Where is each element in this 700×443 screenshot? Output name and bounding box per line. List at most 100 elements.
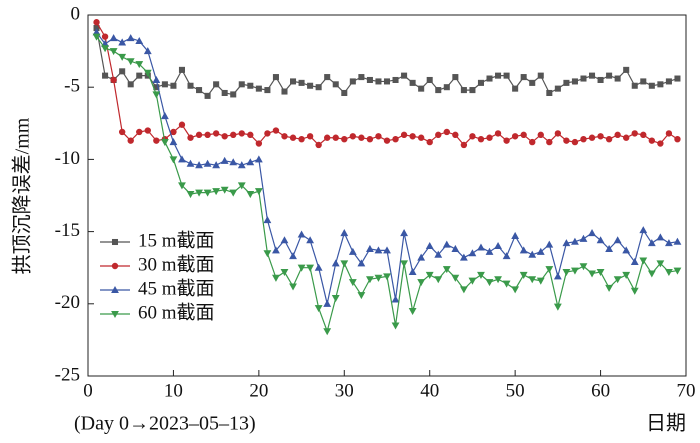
marker xyxy=(135,61,144,69)
marker xyxy=(571,78,578,85)
marker xyxy=(571,237,579,245)
marker xyxy=(546,89,553,96)
marker xyxy=(494,276,502,284)
marker xyxy=(341,89,348,96)
marker xyxy=(153,137,160,144)
legend-marker xyxy=(111,238,119,246)
marker xyxy=(143,69,152,77)
marker xyxy=(392,76,399,84)
marker xyxy=(656,233,665,241)
marker xyxy=(178,182,186,190)
marker xyxy=(536,247,545,255)
marker xyxy=(468,249,477,257)
marker xyxy=(110,76,117,84)
marker xyxy=(195,161,203,169)
marker xyxy=(494,242,502,250)
marker xyxy=(537,72,544,79)
marker xyxy=(297,264,306,272)
marker xyxy=(306,133,314,140)
marker xyxy=(307,82,314,89)
marker xyxy=(477,243,485,251)
marker xyxy=(203,159,212,167)
marker xyxy=(255,140,263,147)
marker xyxy=(613,236,622,244)
marker xyxy=(178,155,186,163)
marker xyxy=(673,237,682,245)
marker xyxy=(280,236,289,244)
marker xyxy=(289,252,297,260)
marker xyxy=(306,236,315,244)
marker xyxy=(340,260,349,268)
marker xyxy=(418,85,425,92)
marker xyxy=(272,246,280,254)
marker xyxy=(136,128,143,136)
y-tick-label: -15 xyxy=(55,220,80,241)
marker xyxy=(230,131,237,139)
marker xyxy=(596,236,605,244)
marker xyxy=(314,305,323,313)
marker xyxy=(366,276,374,284)
marker xyxy=(186,159,195,167)
marker xyxy=(340,229,349,237)
marker xyxy=(597,76,604,84)
marker xyxy=(469,87,476,94)
marker xyxy=(442,240,451,248)
marker xyxy=(221,89,228,96)
marker xyxy=(323,328,332,336)
marker xyxy=(263,250,272,258)
marker xyxy=(160,112,169,120)
marker xyxy=(409,79,416,86)
marker xyxy=(640,131,647,139)
legend-label: 45 m截面 xyxy=(138,277,215,299)
x-tick-label: 10 xyxy=(164,380,183,401)
y-axis-label: 拱顶沉降误差/mm xyxy=(11,117,34,274)
marker xyxy=(401,72,408,79)
marker xyxy=(272,127,280,134)
marker xyxy=(109,34,118,42)
marker xyxy=(537,131,544,139)
marker xyxy=(502,280,511,288)
marker xyxy=(152,75,161,83)
x-tick-label: 0 xyxy=(83,380,93,401)
marker xyxy=(640,78,647,85)
marker xyxy=(383,78,391,85)
marker xyxy=(512,85,519,92)
marker xyxy=(118,128,126,136)
marker xyxy=(528,250,537,258)
marker xyxy=(468,277,477,285)
marker xyxy=(657,81,664,88)
note: (Day 0→2023–05–13) xyxy=(74,413,256,435)
marker xyxy=(213,81,220,88)
x-tick-label: 70 xyxy=(677,380,696,401)
marker xyxy=(298,79,305,86)
marker xyxy=(331,259,340,267)
marker xyxy=(485,247,494,255)
marker xyxy=(622,271,631,279)
marker xyxy=(580,135,587,143)
marker xyxy=(331,295,340,303)
marker xyxy=(348,247,357,255)
marker xyxy=(417,134,425,141)
marker xyxy=(126,34,135,42)
marker xyxy=(554,130,562,137)
marker xyxy=(289,134,297,141)
marker xyxy=(272,274,280,282)
marker xyxy=(220,156,229,164)
marker xyxy=(596,269,605,277)
marker xyxy=(238,81,245,88)
marker xyxy=(247,131,254,139)
marker xyxy=(630,257,639,265)
marker xyxy=(229,189,238,197)
marker xyxy=(408,307,417,316)
marker xyxy=(631,82,638,89)
marker xyxy=(545,240,554,248)
marker xyxy=(614,75,621,82)
marker xyxy=(622,246,631,254)
marker xyxy=(554,85,561,92)
marker xyxy=(392,135,399,143)
marker xyxy=(614,131,621,139)
marker xyxy=(477,79,484,86)
marker xyxy=(417,279,426,287)
marker xyxy=(435,87,442,94)
marker xyxy=(528,276,537,284)
